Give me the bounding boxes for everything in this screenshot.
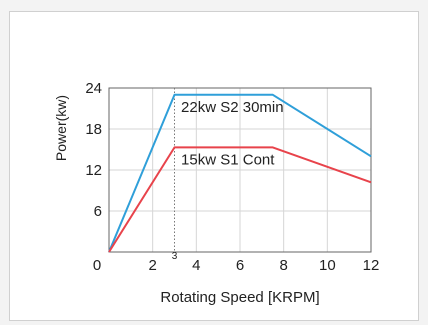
x-tick-label-4: 4 bbox=[192, 257, 200, 274]
annotation-1: 15kw S1 Cont bbox=[181, 152, 275, 169]
x-tick-label-10: 10 bbox=[319, 257, 336, 274]
x-tick-labels: 0 2 3 4 6 8 10 12 bbox=[93, 251, 380, 274]
x-tick-label-3: 3 bbox=[172, 251, 178, 262]
y-tick-labels: 6 12 18 24 bbox=[85, 80, 102, 220]
x-axis-label: Rotating Speed [KRPM] bbox=[160, 289, 319, 306]
x-tick-label-0: 0 bbox=[93, 257, 101, 274]
y-axis-label: Power(kw) bbox=[53, 95, 69, 161]
x-tick-label-6: 6 bbox=[236, 257, 244, 274]
y-tick-label-12: 12 bbox=[85, 162, 102, 179]
x-tick-label-2: 2 bbox=[148, 257, 156, 274]
chart-card bbox=[9, 11, 419, 321]
x-tick-label-8: 8 bbox=[279, 257, 287, 274]
series-line-1 bbox=[108, 146, 372, 253]
series-line-0 bbox=[108, 93, 372, 253]
y-tick-label-6: 6 bbox=[94, 203, 102, 220]
series-group bbox=[108, 93, 372, 253]
annotation-0: 22kw S2 30min bbox=[181, 99, 284, 116]
x-tick-label-12: 12 bbox=[363, 257, 380, 274]
y-tick-label-18: 18 bbox=[85, 121, 102, 138]
y-tick-label-24: 24 bbox=[85, 80, 102, 97]
plot-frame bbox=[108, 87, 372, 253]
annotations: 22kw S2 30min 15kw S1 Cont bbox=[181, 99, 284, 169]
grid bbox=[109, 88, 371, 252]
